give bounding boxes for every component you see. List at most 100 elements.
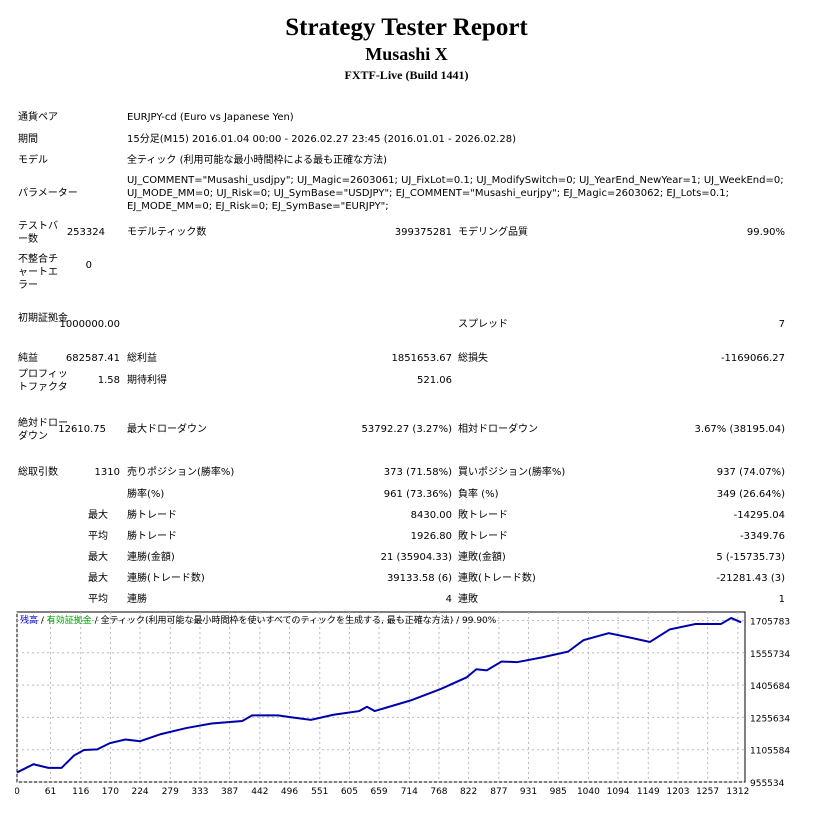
- stat-gross-profit: 1851653.67: [391, 353, 452, 364]
- y-tick-label: 955534: [750, 779, 785, 789]
- server-build: FXTF-Live (Build 1441): [344, 68, 469, 82]
- stat-q-max: 最大: [88, 552, 108, 563]
- stat-bars-label: テストバー数: [18, 221, 58, 245]
- x-tick-label: 1094: [607, 787, 630, 797]
- x-tick-label: 442: [251, 787, 268, 797]
- stat-long: 937 (74.07%): [716, 467, 785, 478]
- period-value: 15分足(M15) 2016.01.04 00:00 - 2026.02.27 …: [127, 134, 516, 145]
- stat-ticks: 399375281: [394, 227, 452, 238]
- stat-max-dd: 53792.27 (3.27%): [361, 424, 452, 435]
- stat-quality-label: モデリング品質: [458, 227, 528, 238]
- stat-largest-win-label: 勝トレード: [127, 510, 177, 521]
- stat-net: 682587.41: [65, 353, 120, 364]
- balance-line: [16, 616, 742, 774]
- x-tick-label: 768: [430, 787, 447, 797]
- x-tick-label: 659: [370, 787, 387, 797]
- x-tick-label: 1312: [726, 787, 749, 797]
- stat-deposit: 1000000.00: [59, 319, 120, 330]
- stat-max-cl: 5 (-15735.73): [716, 552, 785, 563]
- stat-max-clp: -21281.43 (3): [716, 573, 785, 584]
- stat-bars: 253324: [66, 227, 105, 238]
- stat-net-label: 純益: [18, 353, 38, 364]
- stat-loss-label: 負率 (%): [458, 489, 499, 500]
- stat-max-cwp-label: 連勝(トレード数): [127, 573, 205, 584]
- x-tick-label: 496: [281, 787, 298, 797]
- stat-gross-profit-label: 総利益: [127, 353, 157, 364]
- period-label: 期間: [18, 134, 38, 145]
- x-tick-label: 551: [311, 787, 328, 797]
- y-tick-label: 1705783: [750, 617, 790, 627]
- stat-q-max: 最大: [88, 573, 108, 584]
- y-tick-label: 1105584: [750, 747, 790, 757]
- stat-avg-cl-label: 連敗: [458, 594, 478, 605]
- stat-max-cw: 21 (35904.33): [380, 552, 452, 563]
- x-tick-label: 279: [162, 787, 179, 797]
- y-tick-label: 1555734: [750, 650, 790, 660]
- stat-quality: 99.90%: [746, 227, 785, 238]
- x-tick-label: 605: [341, 787, 358, 797]
- x-tick-label: 985: [550, 787, 567, 797]
- stat-abs-dd: 12610.75: [58, 424, 106, 435]
- x-tick-label: 1203: [667, 787, 690, 797]
- stat-rel-dd: 3.67% (38195.04): [694, 424, 785, 435]
- stat-max-cwp: 39133.58 (6): [386, 573, 452, 584]
- stat-pf: 1.58: [97, 375, 120, 386]
- stat-largest-loss-label: 敗トレード: [458, 510, 508, 521]
- x-tick-label: 877: [490, 787, 507, 797]
- x-tick-label: 0: [15, 787, 20, 797]
- balance-chart: 0 61 116 170 224 279 333 387 442 496 551 605 659 714 7…: [15, 611, 790, 797]
- stat-spread-label: スプレッド: [458, 319, 508, 330]
- stat-win-label: 勝率(%): [127, 489, 165, 500]
- stat-q-max: 最大: [88, 510, 108, 521]
- stat-win: 961 (73.36%): [383, 489, 452, 500]
- x-tick-label: 116: [72, 787, 89, 797]
- stat-avg-cw-label: 連勝: [127, 594, 147, 605]
- parameters-value: UJ_COMMENT="Musashi_usdjpy"; UJ_Magic=26…: [127, 175, 784, 212]
- x-tick-label: 714: [401, 787, 418, 797]
- x-tick-label: 1257: [696, 787, 719, 797]
- symbol-label: 通貨ペア: [18, 112, 58, 123]
- legend-balance: 残高: [20, 614, 38, 626]
- ea-name: Musashi X: [365, 44, 448, 64]
- stat-pf-label: プロフィットファクタ: [18, 369, 68, 393]
- stat-short-label: 売りポジション(勝率%): [127, 467, 235, 478]
- stat-long-label: 買いポジション(勝率%): [458, 467, 566, 478]
- y-tick-label: 1255634: [750, 714, 790, 724]
- stat-avg-loss: -3349.76: [740, 531, 785, 542]
- stat-avg-loss-label: 敗トレード: [458, 531, 508, 542]
- y-tick-label: 1405684: [750, 682, 790, 692]
- chart-legend: 残高 / 有効証拠金 / 全ティック(利用可能な最小時間枠を使いすべてのティック…: [20, 614, 497, 626]
- stat-largest-loss: -14295.04: [733, 510, 785, 521]
- stat-max-clp-label: 連敗(トレード数): [458, 573, 536, 584]
- stat-trades-label: 総取引数: [18, 467, 58, 478]
- stat-largest-win: 8430.00: [410, 510, 452, 521]
- stat-deposit-label: 初期証拠金: [18, 313, 68, 324]
- x-tick-label: 1040: [577, 787, 600, 797]
- stat-gross-loss-label: 総損失: [458, 353, 488, 364]
- x-tick-label: 387: [221, 787, 238, 797]
- stat-avg-win: 1926.80: [410, 531, 452, 542]
- stat-mismatch-label: 不整合チャートエラー: [18, 254, 58, 291]
- stat-short: 373 (71.58%): [383, 467, 452, 478]
- stat-q-avg: 平均: [88, 531, 108, 542]
- stat-abs-dd-label: 絶対ドローダウン: [18, 418, 68, 442]
- x-tick-label: 170: [102, 787, 119, 797]
- report-title: Strategy Tester Report: [285, 14, 528, 41]
- legend-equity: 有効証拠金: [47, 614, 92, 626]
- stat-max-dd-label: 最大ドローダウン: [127, 424, 207, 435]
- stat-loss: 349 (26.64%): [716, 489, 785, 500]
- x-tick-label: 224: [131, 787, 148, 797]
- stat-max-cl-label: 連敗(金額): [458, 552, 506, 563]
- stat-expected: 521.06: [417, 375, 452, 386]
- model-label: モデル: [18, 155, 48, 166]
- x-tick-label: 61: [45, 787, 56, 797]
- stat-gross-loss: -1169066.27: [720, 353, 785, 364]
- legend-sep: /: [38, 616, 47, 626]
- legend-sep: /: [92, 616, 101, 626]
- legend-model: 全ティック(利用可能な最小時間枠を使いすべてのティックを生成する, 最も正確な方…: [101, 614, 454, 626]
- plot-area: [16, 611, 746, 783]
- x-tick-label: 1149: [637, 787, 660, 797]
- x-tick-label: 333: [191, 787, 208, 797]
- stat-trades: 1310: [94, 467, 120, 478]
- stat-max-cw-label: 連勝(金額): [127, 552, 175, 563]
